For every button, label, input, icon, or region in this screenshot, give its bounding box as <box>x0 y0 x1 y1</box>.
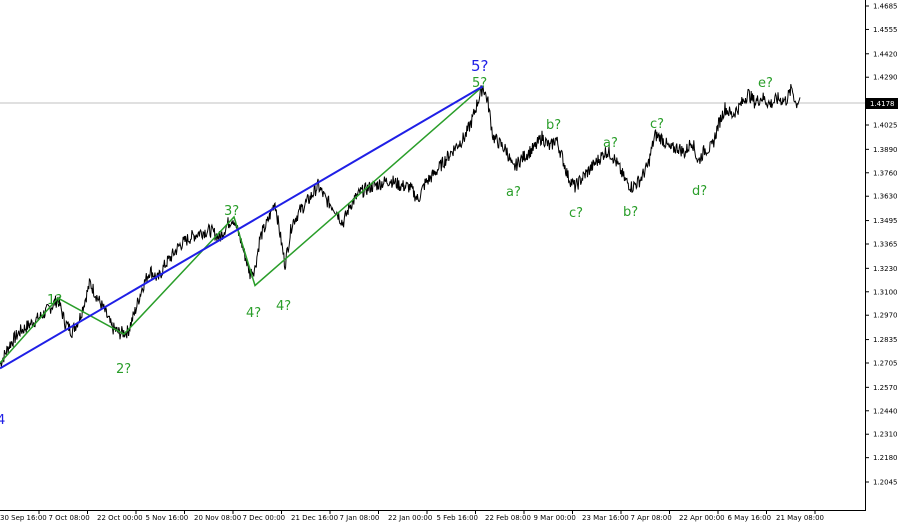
y-tick-label: 1.3630 <box>873 193 898 201</box>
wave-label-5-blue: 5? <box>471 57 489 75</box>
x-tick-label: 5 Nov 16:00 <box>146 514 189 522</box>
wave-label-a1: a? <box>506 185 521 200</box>
x-tick-label: 6 May 16:00 <box>728 514 772 522</box>
y-tick-label: 1.3365 <box>873 241 898 249</box>
current-price-value: 1.4178 <box>870 100 895 108</box>
x-tick-label: 22 Oct 00:00 <box>97 514 143 522</box>
wave-label-e: e? <box>758 76 773 91</box>
y-tick-label: 1.2705 <box>873 360 898 368</box>
y-tick-label: 1.3495 <box>873 217 898 225</box>
x-tick-label: 5 Feb 16:00 <box>437 514 478 522</box>
x-tick-label: 23 Mar 16:00 <box>582 514 629 522</box>
y-tick-label: 1.4555 <box>873 26 898 34</box>
y-tick-label: 1.3890 <box>873 146 898 154</box>
x-tick-label: 7 Dec 00:00 <box>243 514 286 522</box>
y-tick-label: 1.4420 <box>873 50 898 58</box>
wave-label-3: 3? <box>224 204 239 219</box>
y-tick-label: 1.2180 <box>873 454 898 462</box>
wave-label-a2: a? <box>603 136 618 151</box>
wave-label-1: 1? <box>47 293 62 308</box>
x-tick-label: 30 Sep 16:00 <box>0 514 47 522</box>
x-tick-label: 7 Jan 08:00 <box>340 514 380 522</box>
price-series <box>0 84 801 367</box>
wave-label-c1: c? <box>569 206 583 221</box>
x-tick-label: 21 May 08:00 <box>776 514 824 522</box>
x-tick-label: 20 Nov 08:00 <box>194 514 241 522</box>
wave-label-5: 5? <box>472 76 487 91</box>
y-tick-label: 1.3100 <box>873 288 898 296</box>
wave-label-2: 2? <box>116 362 131 377</box>
current-price-tag: 1.4178 <box>866 98 898 109</box>
x-tick-label: 22 Apr 00:00 <box>679 514 725 522</box>
x-tick-label: 22 Feb 08:00 <box>485 514 531 522</box>
green-wave-line <box>0 85 484 364</box>
y-tick-label: 1.4685 <box>873 3 898 11</box>
wave-label-b1: b? <box>546 118 561 133</box>
price-line <box>0 84 801 367</box>
x-tick-label: 7 Apr 08:00 <box>631 514 672 522</box>
y-tick-label: 1.3760 <box>873 169 898 177</box>
wave-label-c2: c? <box>650 117 664 132</box>
y-tick-label: 1.2045 <box>873 479 898 487</box>
wave-label-b2: b? <box>623 205 638 220</box>
y-tick-label: 1.2570 <box>873 384 898 392</box>
x-axis: 30 Sep 16:00 7 Oct 08:00 22 Oct 00:00 5 Nov… <box>0 510 824 522</box>
price-tag-background <box>866 98 898 109</box>
x-tick-label: 21 Dec 16:00 <box>291 514 338 522</box>
y-axis: 1.46851.45551.44201.42901.41551.40251.38… <box>865 3 898 487</box>
wave-labels: 1? 2? 3? 4? 4? 5? 5? a? b? c? a? b? c? d… <box>0 57 773 428</box>
wave-label-d: d? <box>692 184 707 199</box>
y-tick-label: 1.4025 <box>873 122 898 130</box>
y-tick-label: 1.4290 <box>873 74 898 82</box>
y-tick-label: 1.2835 <box>873 336 898 344</box>
plot-area <box>0 0 865 510</box>
y-tick-label: 1.3230 <box>873 265 898 273</box>
wave-label-4a: 4? <box>246 306 261 321</box>
y-tick-label: 1.2310 <box>873 431 898 439</box>
wave-label-blue-4: 4 <box>0 413 5 428</box>
x-tick-label: 22 Jan 00:00 <box>388 514 432 522</box>
x-tick-label: 9 Mar 00:00 <box>534 514 576 522</box>
blue-wave-line <box>0 85 484 370</box>
x-tick-label: 7 Oct 08:00 <box>49 514 90 522</box>
y-tick-label: 1.2440 <box>873 407 898 415</box>
wave-lines <box>0 85 484 370</box>
y-tick-label: 1.2970 <box>873 312 898 320</box>
wave-label-4b: 4? <box>276 299 291 314</box>
